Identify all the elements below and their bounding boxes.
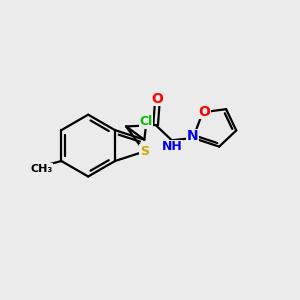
Text: N: N xyxy=(187,130,198,143)
Text: Cl: Cl xyxy=(139,115,152,128)
Text: O: O xyxy=(198,105,210,118)
Text: S: S xyxy=(140,145,149,158)
Text: O: O xyxy=(151,92,163,106)
Text: NH: NH xyxy=(162,140,183,153)
Text: CH₃: CH₃ xyxy=(31,164,53,174)
